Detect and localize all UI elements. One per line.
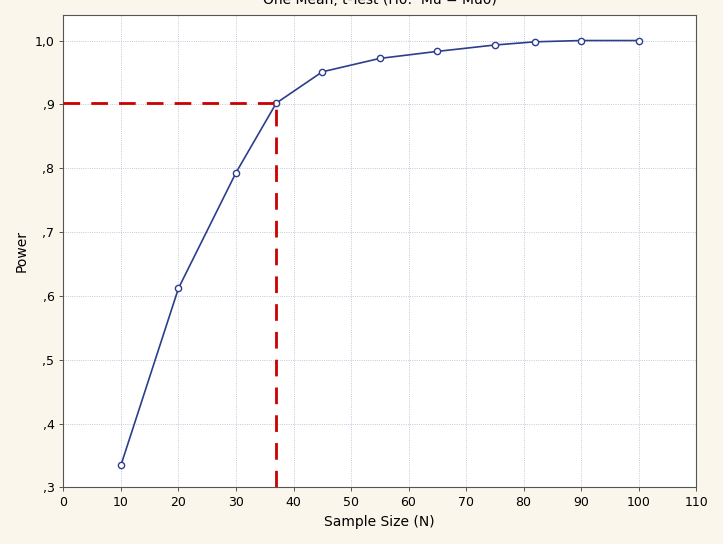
Y-axis label: Power: Power [15, 230, 29, 272]
X-axis label: Sample Size (N): Sample Size (N) [325, 515, 435, 529]
Text: One Mean, t-Test (H0:  Mu = Mu0): One Mean, t-Test (H0: Mu = Mu0) [263, 0, 497, 7]
